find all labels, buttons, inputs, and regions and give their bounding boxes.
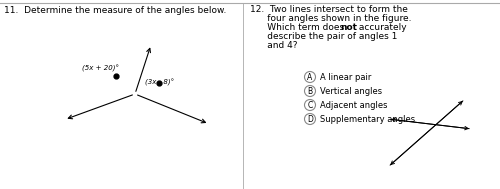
Text: A linear pair: A linear pair [320,73,372,81]
Text: B: B [308,87,312,95]
Text: accurately: accurately [356,23,406,32]
Text: describe the pair of angles 1: describe the pair of angles 1 [250,32,398,41]
Text: four angles shown in the figure.: four angles shown in the figure. [250,14,412,23]
Text: Vertical angles: Vertical angles [320,87,382,95]
Text: C: C [308,101,312,109]
Text: Which term does: Which term does [250,23,347,32]
Text: (3x - 8)°: (3x - 8)° [145,79,174,86]
Text: 12.  Two lines intersect to form the: 12. Two lines intersect to form the [250,5,408,14]
Text: and 4?: and 4? [250,41,298,50]
Text: not: not [340,23,357,32]
Text: A: A [308,73,312,81]
Text: Adjacent angles: Adjacent angles [320,101,388,109]
Text: (5x + 20)°: (5x + 20)° [82,65,118,72]
Text: 11.  Determine the measure of the angles below.: 11. Determine the measure of the angles … [4,6,226,15]
Text: D: D [307,115,313,123]
Text: Supplementary angles: Supplementary angles [320,115,415,123]
